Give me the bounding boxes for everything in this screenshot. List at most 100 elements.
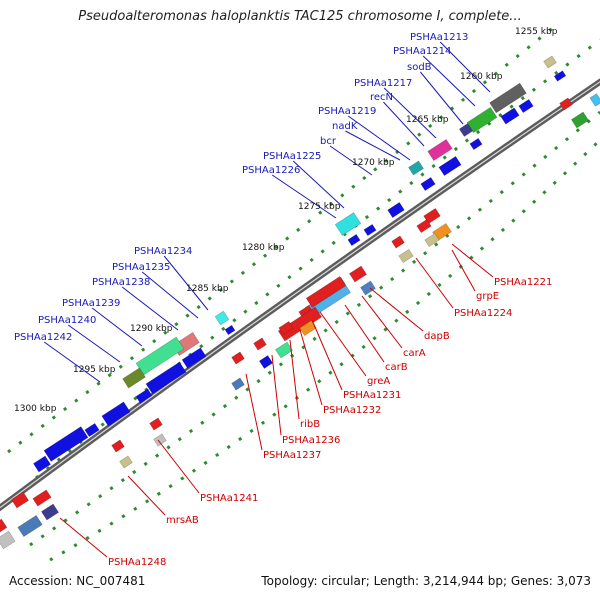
gene-feature-20: [181, 347, 207, 369]
gene-feature-60: [0, 530, 16, 550]
gene-feature-29: [559, 97, 573, 111]
gene-label-PSHAa1241: PSHAa1241: [200, 493, 258, 504]
gene-label-PSHAa1225: PSHAa1225: [263, 151, 321, 162]
gene-feature-33: [416, 218, 432, 234]
gene-feature-3: [489, 82, 527, 114]
leader-greA: [319, 311, 367, 377]
kbp-label-8: 1290 kbp: [130, 324, 173, 334]
gene-feature-31: [570, 111, 590, 129]
leader-PSHAa1241: [157, 439, 200, 494]
leader-ribB: [289, 339, 300, 420]
gene-feature-51: [231, 377, 245, 391]
gene-label-PSHAa1224: PSHAa1224: [454, 308, 512, 319]
gene-label-PSHAa1226: PSHAa1226: [242, 165, 300, 176]
gene-features: [0, 55, 600, 550]
gene-feature-28: [32, 455, 52, 473]
leader-PSHAa1235: [141, 271, 199, 319]
leader-recN: [383, 101, 425, 147]
gene-label-PSHAa1239: PSHAa1239: [62, 298, 120, 309]
gene-feature-17: [214, 310, 230, 326]
gene-feature-30: [589, 93, 600, 107]
gene-label-PSHAa1234: PSHAa1234: [134, 246, 192, 257]
gene-feature-23: [145, 361, 187, 395]
gene-feature-1: [543, 55, 557, 69]
gene-feature-2: [553, 70, 567, 82]
gene-label-PSHAa1217: PSHAa1217: [354, 78, 412, 89]
gene-label-recN: recN: [370, 92, 393, 103]
kbp-label-10: 1300 kbp: [14, 404, 57, 414]
leader-bcr: [329, 145, 373, 176]
kbp-label-9: 1295 kbp: [73, 365, 116, 375]
kbp-label-6: 1280 kbp: [242, 243, 285, 253]
gene-feature-7: [500, 107, 520, 125]
gene-feature-10: [408, 160, 424, 176]
gene-feature-50: [231, 351, 245, 365]
gene-label-PSHAa1238: PSHAa1238: [92, 277, 150, 288]
gene-feature-24: [135, 388, 153, 404]
dotted-tick-lines: [7, 20, 600, 562]
gene-feature-58: [17, 514, 43, 538]
gene-feature-39: [360, 280, 376, 296]
leader-PSHAa1232: [299, 329, 323, 406]
gene-feature-37: [398, 248, 414, 264]
backbone-highlight: [0, 81, 600, 509]
gene-label-PSHAa1231: PSHAa1231: [343, 390, 401, 401]
leader-PSHAa1234: [163, 255, 209, 311]
gene-label-sodB: sodB: [407, 62, 432, 73]
leader-PSHAa1221: [451, 243, 494, 278]
leader-carB: [344, 304, 385, 363]
gene-feature-42: [305, 276, 347, 308]
gene-label-PSHAa1214: PSHAa1214: [393, 46, 451, 57]
kbp-label-3: 1265 kbp: [406, 115, 449, 125]
gene-feature-57: [32, 489, 52, 507]
gene-feature-27: [84, 422, 100, 438]
leader-PSHAa1217: [383, 87, 437, 139]
gene-label-mrsAB: mrsAB: [166, 515, 199, 526]
gene-feature-18: [224, 324, 236, 336]
gene-feature-13: [334, 212, 362, 236]
gene-feature-5: [458, 123, 474, 137]
kbp-label-1: 1255 kbp: [515, 27, 558, 37]
gene-label-carB: carB: [385, 362, 408, 373]
gene-feature-8: [518, 98, 534, 114]
gene-feature-53: [153, 433, 167, 447]
gene-label-ribB: ribB: [300, 419, 320, 430]
gene-label-PSHAa1219: PSHAa1219: [318, 106, 376, 117]
gene-label-PSHAa1240: PSHAa1240: [38, 315, 96, 326]
gene-feature-11: [438, 155, 462, 177]
gene-feature-61: [0, 518, 8, 534]
gene-label-PSHAa1236: PSHAa1236: [282, 435, 340, 446]
leader-PSHAa1231: [311, 319, 343, 391]
leader-PSHAa1213: [439, 41, 491, 93]
accession-text: Accession: NC_007481: [9, 574, 146, 588]
gene-feature-54: [111, 439, 125, 453]
gene-label-carA: carA: [403, 348, 426, 359]
gene-feature-52: [149, 417, 163, 431]
gene-feature-46: [278, 320, 294, 336]
kbp-label-2: 1260 kbp: [460, 72, 503, 82]
gene-label-grpE: grpE: [476, 291, 499, 302]
leader-PSHAa1239: [91, 307, 143, 347]
leader-PSHAa1240: [67, 324, 121, 363]
gene-feature-14: [363, 223, 377, 237]
gene-label-PSHAa1232: PSHAa1232: [323, 405, 381, 416]
leader-PSHAa1242: [43, 341, 101, 383]
leader-PSHAa1225: [292, 160, 345, 209]
gene-label-PSHAa1248: PSHAa1248: [108, 557, 166, 568]
leader-grpE: [451, 249, 476, 292]
label-leaders: [43, 41, 494, 558]
gene-label-PSHAa1221: PSHAa1221: [494, 277, 552, 288]
leader-PSHAa1236: [271, 354, 282, 436]
gene-label-PSHAa1242: PSHAa1242: [14, 332, 72, 343]
gene-feature-16: [387, 201, 405, 219]
gene-feature-6: [469, 137, 483, 151]
gene-label-nadK: nadK: [332, 121, 358, 132]
leader-PSHAa1219: [347, 115, 411, 161]
gene-feature-35: [424, 232, 440, 248]
tick-track-4: [49, 138, 600, 562]
gene-feature-38: [348, 265, 368, 283]
gene-label-dapB: dapB: [424, 331, 450, 342]
gene-feature-15: [347, 233, 361, 247]
kbp-label-5: 1275 kbp: [298, 202, 341, 212]
